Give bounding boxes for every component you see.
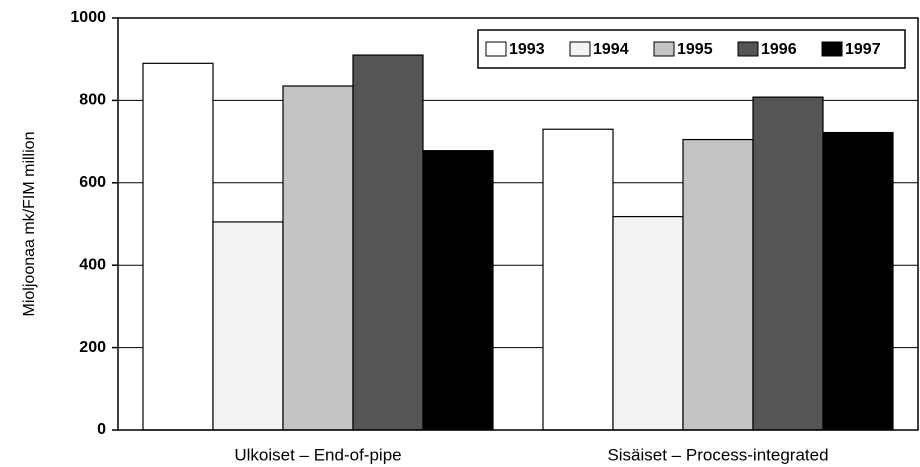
y-tick-label: 800	[79, 92, 106, 109]
bar	[422, 150, 494, 431]
y-tick-label: 0	[97, 421, 106, 438]
y-tick-label: 600	[79, 174, 106, 191]
x-tick-label: Sisäiset – Process-integrated	[607, 445, 828, 464]
bar	[612, 215, 684, 431]
plot-border	[117, 17, 919, 431]
legend-swatch	[737, 41, 759, 57]
legend-label: 1995	[677, 41, 713, 58]
legend-label: 1993	[509, 41, 545, 58]
legend-swatch	[653, 41, 675, 57]
y-tick-label: 200	[79, 339, 106, 356]
bar	[142, 62, 214, 431]
y-tick-label: 400	[79, 256, 106, 273]
y-tick-label: 1000	[70, 9, 106, 26]
legend-label: 1996	[761, 41, 797, 58]
legend-swatch	[485, 41, 507, 57]
bar	[542, 128, 614, 431]
legend-label: 1994	[593, 41, 629, 58]
legend-label: 1997	[845, 41, 881, 58]
bar	[752, 96, 824, 431]
bar	[212, 221, 284, 431]
bar	[352, 54, 424, 431]
x-tick-label: Ulkoiset – End-of-pipe	[234, 445, 401, 464]
legend-swatch	[821, 41, 843, 57]
bar	[682, 138, 754, 431]
y-axis-label: Mioljoonaa mk/FIM million	[21, 132, 38, 317]
bar	[822, 131, 894, 431]
bar	[282, 85, 354, 431]
legend-swatch	[569, 41, 591, 57]
